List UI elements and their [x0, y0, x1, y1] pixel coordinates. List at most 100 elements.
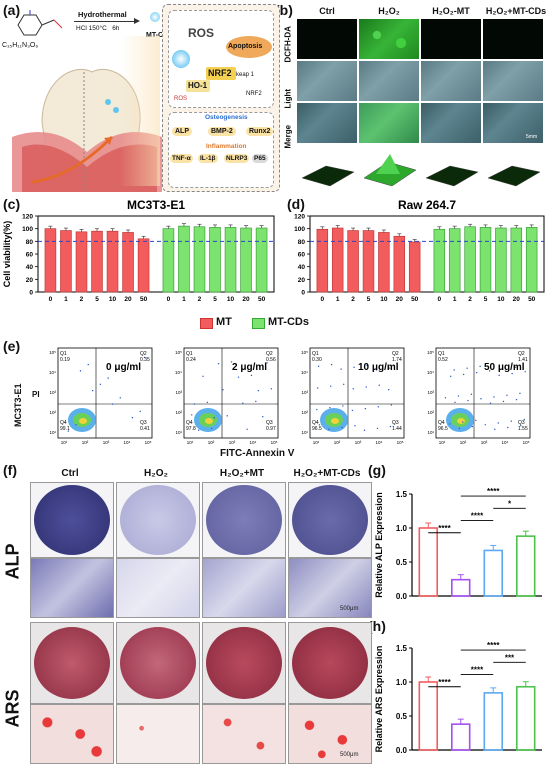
apoptosis-label: Apoptosis	[228, 43, 263, 50]
ros-small-label: ROS	[174, 96, 188, 102]
alp-micro-h2o2-mt	[202, 558, 286, 618]
flow-event	[470, 393, 473, 395]
flow-y-tick: 10³	[49, 390, 56, 395]
y-tick-label: 40	[26, 264, 34, 271]
panel-e: MC3T3-E1 FITC-Annexin V PI 10⁵ 10⁴ 10³ 10² 1…	[0, 336, 550, 462]
bar-1	[451, 723, 471, 751]
cd-dot-icon	[150, 12, 160, 22]
flow-event	[377, 406, 380, 408]
q3-label: Q3	[518, 420, 525, 426]
flow-event	[246, 428, 248, 431]
flow-event	[523, 418, 525, 421]
bar-mt-5	[362, 230, 375, 293]
significance-label: ****	[487, 487, 500, 496]
col-header-h2o2-mt: H₂O₂-MT	[432, 6, 470, 16]
flow-x-tick: 10²	[208, 440, 215, 445]
flow-event	[222, 389, 224, 391]
flow-y-tick: 10⁵	[49, 350, 56, 355]
flow-y-tick: 10¹	[427, 430, 434, 435]
cd-particle-icon	[172, 50, 190, 68]
flow-event	[390, 404, 393, 406]
flow-y-tick: 10³	[427, 390, 434, 395]
flow-event	[226, 415, 228, 417]
cluster-core	[205, 418, 213, 424]
significance-label: ***	[505, 653, 515, 662]
flow-x-tick: 10⁵	[145, 440, 152, 445]
q1-label: Q1	[438, 351, 445, 357]
x-tick-label: 50	[258, 296, 266, 303]
flow-event	[197, 429, 200, 431]
ars-micro-h2o2-mtcds	[288, 704, 372, 764]
x-tick-label: 0	[438, 296, 442, 303]
q2-value: 0.56	[266, 357, 276, 363]
legend-swatch-mt	[200, 318, 213, 329]
alp-dish-h2o2-mtcds-frame	[288, 482, 372, 558]
nrf2-box	[206, 67, 236, 80]
flow-y-tick: 10¹	[49, 430, 56, 435]
y-tick-label: 1.5	[396, 490, 408, 499]
flow-event	[462, 421, 464, 423]
micrograph-merge-ctrl	[296, 102, 358, 144]
flow-event	[480, 398, 482, 400]
osteogenesis-label: Osteogenesis	[205, 114, 248, 121]
flow-event	[67, 430, 70, 432]
flow-event	[454, 401, 456, 404]
scale-bar-b: 5mm	[526, 134, 538, 140]
significance-label: ****	[471, 666, 484, 675]
ars-dish-h2o2-mtcds	[292, 627, 368, 699]
flow-event	[99, 383, 102, 386]
flow-event	[75, 424, 77, 426]
flow-event	[514, 366, 517, 368]
flow-y-tick: 10⁵	[427, 350, 434, 355]
panel-label-f: (f)	[3, 462, 17, 478]
q3-value: 0.41	[140, 426, 150, 432]
panel-label-e: (e)	[3, 338, 21, 354]
flow-x-tick: 10²	[82, 440, 89, 445]
bar-mt-cds-10	[224, 227, 237, 293]
q3-label: Q3	[140, 420, 147, 426]
chart-g-alp-expression: Relative ALP Expression 0.00.51.01.5*****…	[374, 487, 542, 601]
surface-plot-h2o2-mtcds	[487, 165, 541, 187]
nrf2-small-label: NRF2	[246, 91, 262, 97]
x-tick-label: 5	[95, 296, 99, 303]
p65-marker: P65	[252, 154, 268, 163]
ars-dish-h2o2-mt-frame	[202, 622, 286, 704]
zoom-wedge	[120, 36, 160, 186]
flow-event	[87, 363, 89, 366]
flow-event	[475, 371, 478, 374]
bar-mt-cds-2	[464, 226, 476, 293]
flow-event	[131, 416, 134, 419]
row-label-merge: Merge	[283, 124, 293, 149]
flow-event	[510, 420, 512, 422]
legend-label-mtcds: MT-CDs	[268, 316, 309, 328]
x-tick-label: 20	[513, 296, 521, 303]
hydrothermal-label: Hydrothermal	[78, 10, 127, 19]
flow-event	[237, 376, 240, 378]
flow-event	[519, 392, 521, 395]
flow-event	[202, 375, 204, 377]
x-tick-label: 50	[528, 296, 536, 303]
ho1-box	[186, 80, 210, 92]
inflammation-label: Inflammation	[206, 143, 247, 150]
alp-dish-h2o2-mt	[206, 485, 282, 555]
x-tick-label: 20	[242, 296, 250, 303]
q3-label: Q3	[266, 420, 273, 426]
x-tick-label: 0	[167, 296, 171, 303]
q2-label: Q2	[140, 351, 147, 357]
panel-label-h: (h)	[368, 618, 386, 634]
ars-micro-h2o2	[116, 704, 200, 764]
flow-x-tick: 10²	[460, 440, 467, 445]
ars-micro-ctrl	[30, 704, 114, 764]
bar-0	[418, 527, 438, 597]
flow-event	[242, 402, 244, 404]
x-tick-label: 10	[227, 296, 235, 303]
y-tick-label: 100	[294, 226, 305, 233]
bar-mt-cds-1	[178, 225, 190, 293]
flow-event	[488, 370, 491, 372]
q1-value: 0.19	[60, 357, 70, 363]
q4-value: 96.5	[438, 426, 448, 432]
flow-event	[471, 425, 474, 428]
